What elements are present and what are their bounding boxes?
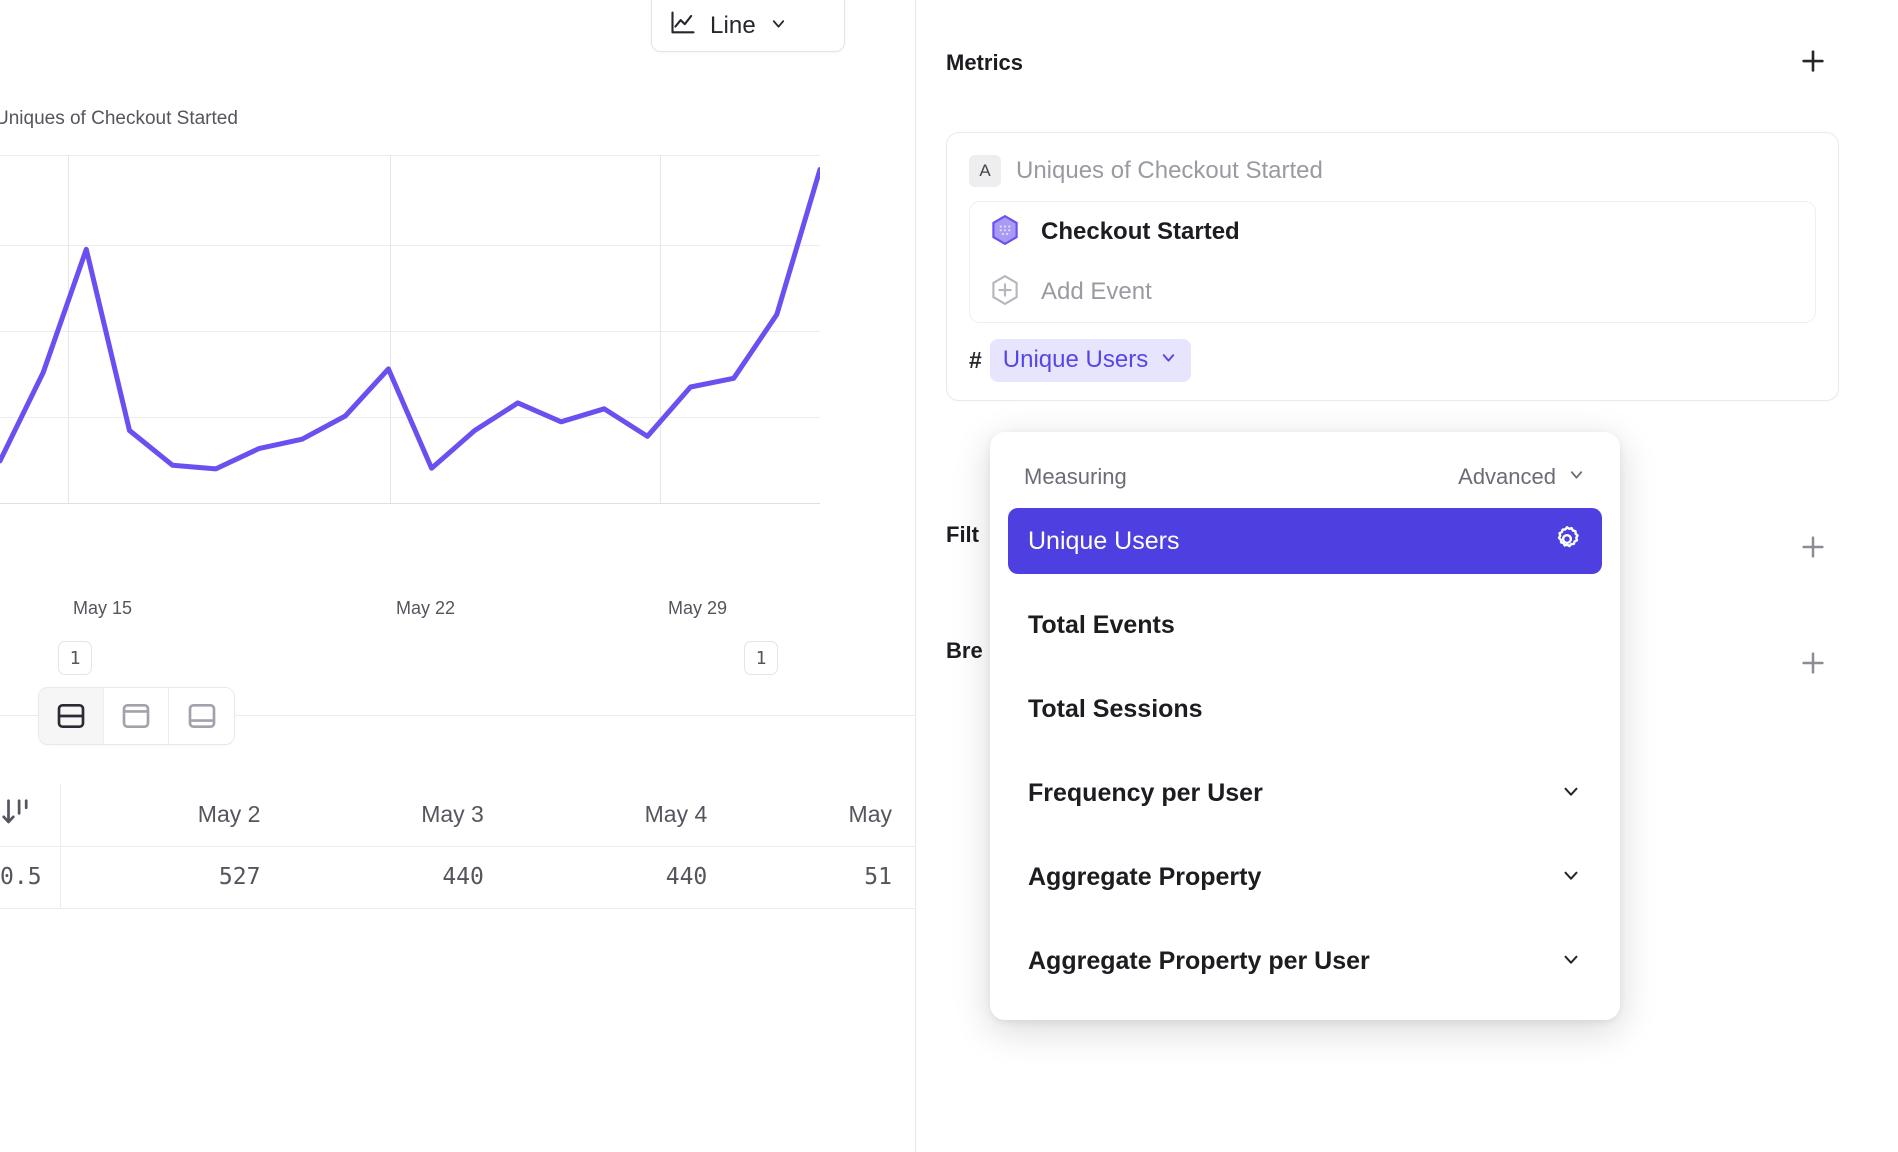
menu-item-label: Total Sessions: [1028, 694, 1203, 723]
vertical-gridlines: [68, 155, 661, 503]
table-header-row: May 2 May 3 May 4 May: [0, 784, 916, 847]
layout-toggle-group[interactable]: [38, 687, 235, 745]
measure-selector-chip[interactable]: Unique Users: [989, 339, 1192, 382]
add-breakdown-button[interactable]: [1796, 646, 1830, 680]
metric-title-input[interactable]: Uniques of Checkout Started: [1016, 157, 1323, 184]
measuring-label: Measuring: [1024, 464, 1127, 489]
chart-type-selector[interactable]: Line: [651, 0, 845, 52]
table-col-header[interactable]: May: [731, 784, 916, 847]
breakdown-section-title: Bre: [946, 638, 983, 663]
menu-item-label: Frequency per User: [1028, 778, 1263, 807]
advanced-label: Advanced: [1458, 464, 1556, 489]
metric-title-row[interactable]: A Uniques of Checkout Started: [947, 147, 1838, 201]
line-chart-plot: [0, 155, 820, 585]
table-cell: 440: [507, 846, 732, 909]
data-table: May 2 May 3 May 4 May 0.5 527 440 440 51: [0, 784, 916, 909]
chevron-down-icon[interactable]: [1560, 948, 1582, 975]
add-event-row[interactable]: Add Event: [970, 262, 1815, 322]
menu-item-unique-users[interactable]: Unique Users: [1008, 508, 1602, 574]
divider-above-table: [0, 715, 916, 716]
event-label: Checkout Started: [1041, 218, 1240, 245]
line-chart-icon: [669, 9, 697, 42]
measuring-dropdown-menu[interactable]: Measuring Advanced Unique Users Total Ev…: [990, 432, 1620, 1020]
table-cell-rowlabel: 0.5: [0, 846, 61, 909]
menu-item-aggregate-property-per-user[interactable]: Aggregate Property per User: [1008, 928, 1602, 994]
x-tick-label-2: May 29: [668, 598, 728, 618]
event-list: Checkout Started Add Event: [969, 201, 1816, 323]
table-cell: 440: [284, 846, 508, 909]
pane-divider: [915, 0, 916, 1152]
menu-item-frequency-per-user[interactable]: Frequency per User: [1008, 760, 1602, 826]
table-col-header[interactable]: May 2: [60, 784, 285, 847]
menu-item-label: Aggregate Property: [1028, 862, 1262, 891]
x-tick-label-0: May 15: [73, 598, 133, 618]
split-horizontal-layout-button[interactable]: [39, 688, 104, 744]
menu-item-label: Unique Users: [1028, 526, 1180, 555]
add-metric-button[interactable]: [1796, 44, 1830, 78]
table-cell: 51: [731, 846, 916, 909]
series-line-checkout-started: [0, 167, 820, 472]
measure-row: # Unique Users: [947, 323, 1838, 382]
table-col-header[interactable]: May 4: [507, 784, 732, 847]
add-filter-button[interactable]: [1796, 530, 1830, 564]
menu-item-label: Aggregate Property per User: [1028, 946, 1370, 975]
chart-pane: Line Uniques of Checkout Started: [0, 0, 916, 1152]
gear-icon[interactable]: [1552, 524, 1582, 559]
annotation-badge-left[interactable]: 1: [58, 641, 92, 675]
menu-item-label: Total Events: [1028, 610, 1175, 639]
chevron-down-icon: [769, 14, 788, 38]
chart-svg: [0, 155, 820, 504]
chevron-down-icon[interactable]: [1560, 780, 1582, 807]
annotation-badge-right[interactable]: 1: [744, 641, 778, 675]
table-row: 0.5 527 440 440 51: [0, 846, 916, 909]
metrics-section-title: Metrics: [946, 50, 1024, 75]
chart-title: Uniques of Checkout Started: [0, 108, 238, 129]
sort-descending-icon[interactable]: [0, 784, 61, 847]
measuring-menu-header: Measuring Advanced: [1008, 450, 1602, 508]
add-event-label: Add Event: [1041, 278, 1152, 305]
hash-icon: #: [969, 347, 982, 373]
menu-item-total-events[interactable]: Total Events: [1008, 592, 1602, 658]
plus-hexagon-icon: [988, 273, 1022, 312]
x-tick-label-1: May 22: [396, 598, 456, 618]
table-only-layout-button[interactable]: [169, 688, 234, 744]
chart-only-layout-button[interactable]: [104, 688, 169, 744]
chart-type-label: Line: [710, 11, 756, 39]
measure-chip-label: Unique Users: [1002, 346, 1149, 373]
table-col-header[interactable]: May 3: [284, 784, 508, 847]
metric-letter-badge: A: [969, 155, 1001, 187]
chevron-down-icon: [1567, 464, 1586, 490]
metric-card: A Uniques of Checkout Started: [946, 132, 1839, 401]
menu-item-aggregate-property[interactable]: Aggregate Property: [1008, 844, 1602, 910]
horizontal-gridlines: [0, 155, 820, 504]
event-row-checkout-started[interactable]: Checkout Started: [970, 202, 1815, 262]
filters-section-title: Filt: [946, 522, 979, 547]
hexagon-event-icon: [988, 213, 1022, 252]
table-cell: 527: [60, 846, 285, 909]
chevron-down-icon: [1159, 348, 1178, 372]
chevron-down-icon[interactable]: [1560, 864, 1582, 891]
menu-item-total-sessions[interactable]: Total Sessions: [1008, 676, 1602, 742]
advanced-toggle[interactable]: Advanced: [1458, 464, 1586, 490]
